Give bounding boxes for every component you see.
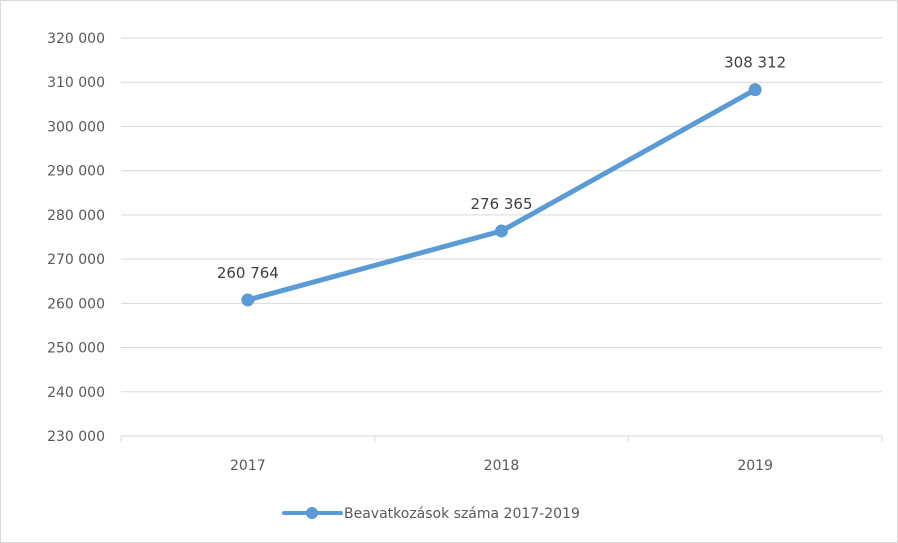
y-axis-tick-labels: 230 000 240 000 250 000 260 000 270 000 280 0…	[47, 31, 105, 445]
data-label: 308 312	[724, 54, 786, 72]
x-tick-label: 2017	[230, 458, 266, 474]
legend-series-marker	[306, 507, 318, 519]
y-tick-label: 290 000	[47, 164, 105, 180]
series-beavatkozasok	[241, 83, 762, 307]
legend: Beavatkozások száma 2017-2019	[282, 506, 580, 522]
y-tick-label: 250 000	[47, 341, 105, 357]
y-tick-label: 270 000	[47, 252, 105, 268]
data-point	[495, 224, 508, 238]
data-point	[748, 83, 762, 97]
legend-series-label: Beavatkozások száma 2017-2019	[344, 506, 580, 522]
x-tick-label: 2018	[484, 458, 520, 474]
y-tick-label: 260 000	[47, 296, 105, 312]
y-tick-label: 300 000	[47, 119, 105, 135]
y-tick-label: 310 000	[47, 75, 105, 91]
gridlines	[121, 37, 882, 393]
x-tick-label: 2019	[737, 458, 773, 474]
data-point	[241, 293, 255, 307]
x-axis	[120, 435, 883, 442]
data-label: 260 764	[217, 264, 279, 282]
x-axis-tick-labels: 2017 2018 2019	[230, 458, 773, 474]
y-tick-label: 240 000	[47, 385, 105, 401]
y-tick-label: 280 000	[47, 208, 105, 224]
data-label: 276 365	[470, 195, 532, 213]
y-tick-label: 320 000	[47, 31, 105, 47]
data-labels: 260 764 276 365 308 312	[217, 54, 786, 282]
y-tick-label: 230 000	[47, 429, 105, 445]
